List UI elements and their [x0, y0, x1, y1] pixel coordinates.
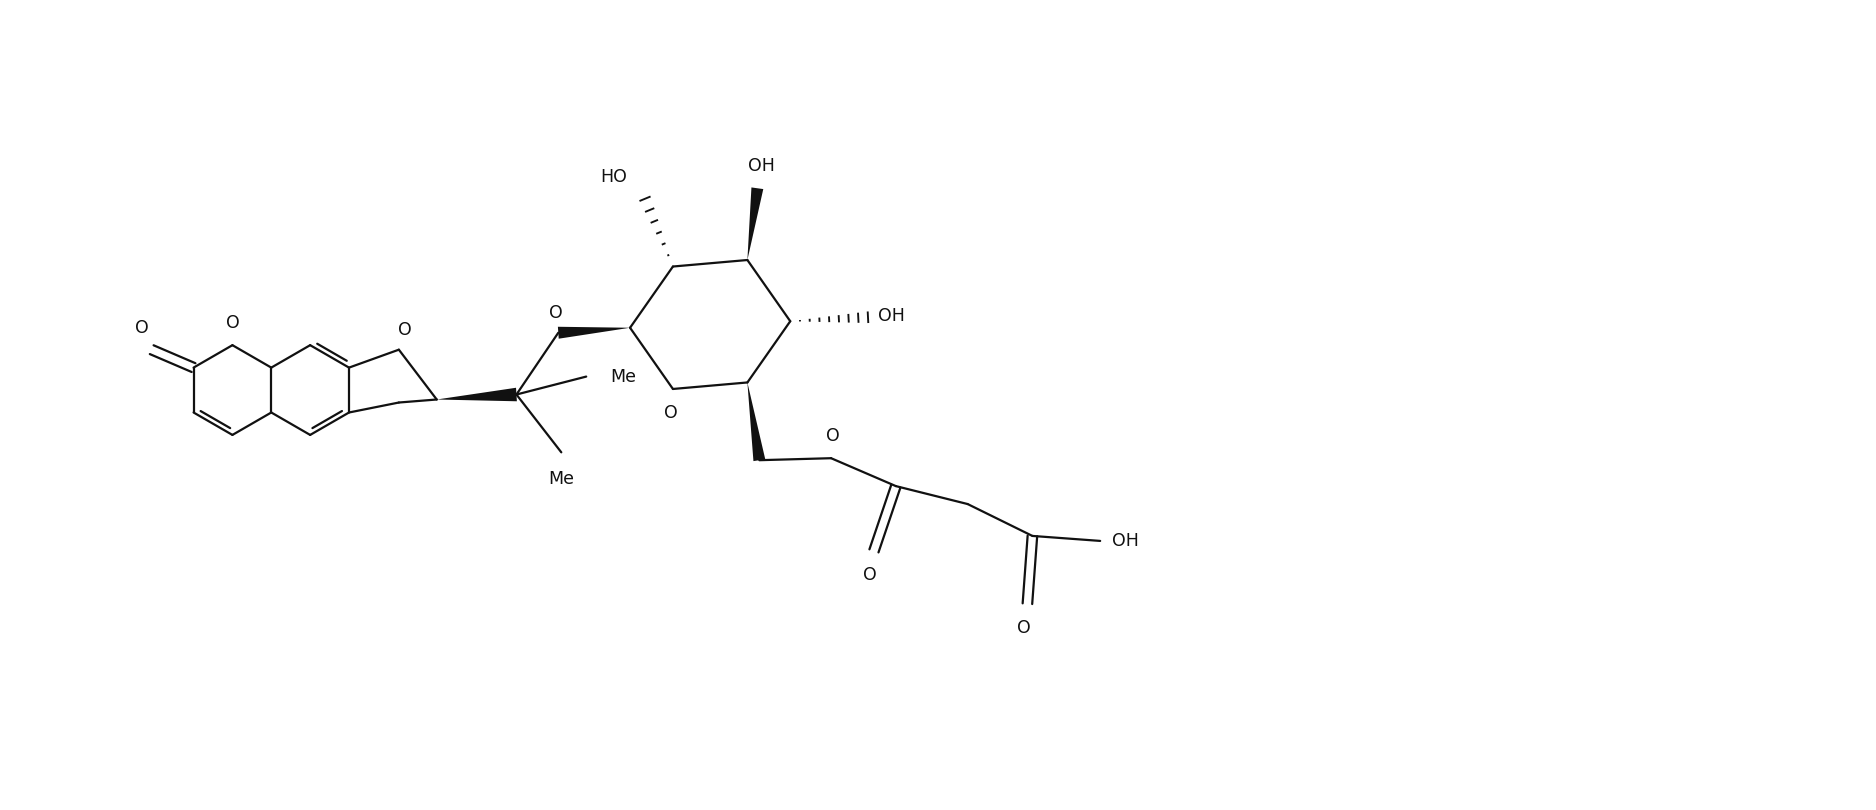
Polygon shape: [557, 326, 630, 339]
Polygon shape: [437, 388, 518, 401]
Text: O: O: [225, 314, 240, 332]
Text: Me: Me: [610, 368, 636, 386]
Text: HO: HO: [600, 168, 627, 185]
Text: Me: Me: [548, 471, 574, 488]
Text: O: O: [664, 404, 677, 422]
Text: O: O: [1017, 619, 1030, 637]
Polygon shape: [747, 187, 764, 260]
Text: O: O: [550, 304, 563, 322]
Text: OH: OH: [749, 157, 775, 175]
Text: O: O: [398, 321, 411, 339]
Polygon shape: [747, 382, 765, 461]
Text: O: O: [863, 566, 876, 584]
Text: OH: OH: [1112, 532, 1139, 550]
Text: O: O: [135, 319, 148, 337]
Text: O: O: [825, 428, 840, 446]
Text: OH: OH: [878, 307, 904, 326]
